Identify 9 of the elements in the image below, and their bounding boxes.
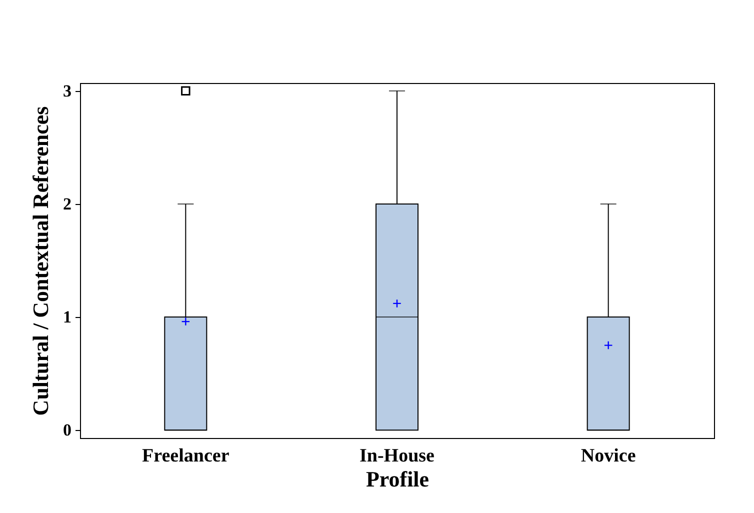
y-axis-title: Cultural / Contextual References [28,106,53,416]
y-tick-label: 3 [63,81,72,100]
y-tick-label: 2 [63,194,72,214]
x-tick-label: Freelancer [142,446,230,466]
x-tick-label: In-House [360,446,434,466]
y-tick-label: 1 [63,308,72,327]
y-tick-label: 0 [63,420,72,440]
x-tick-label: Novice [580,446,636,466]
x-axis-title: Profile [366,466,430,492]
